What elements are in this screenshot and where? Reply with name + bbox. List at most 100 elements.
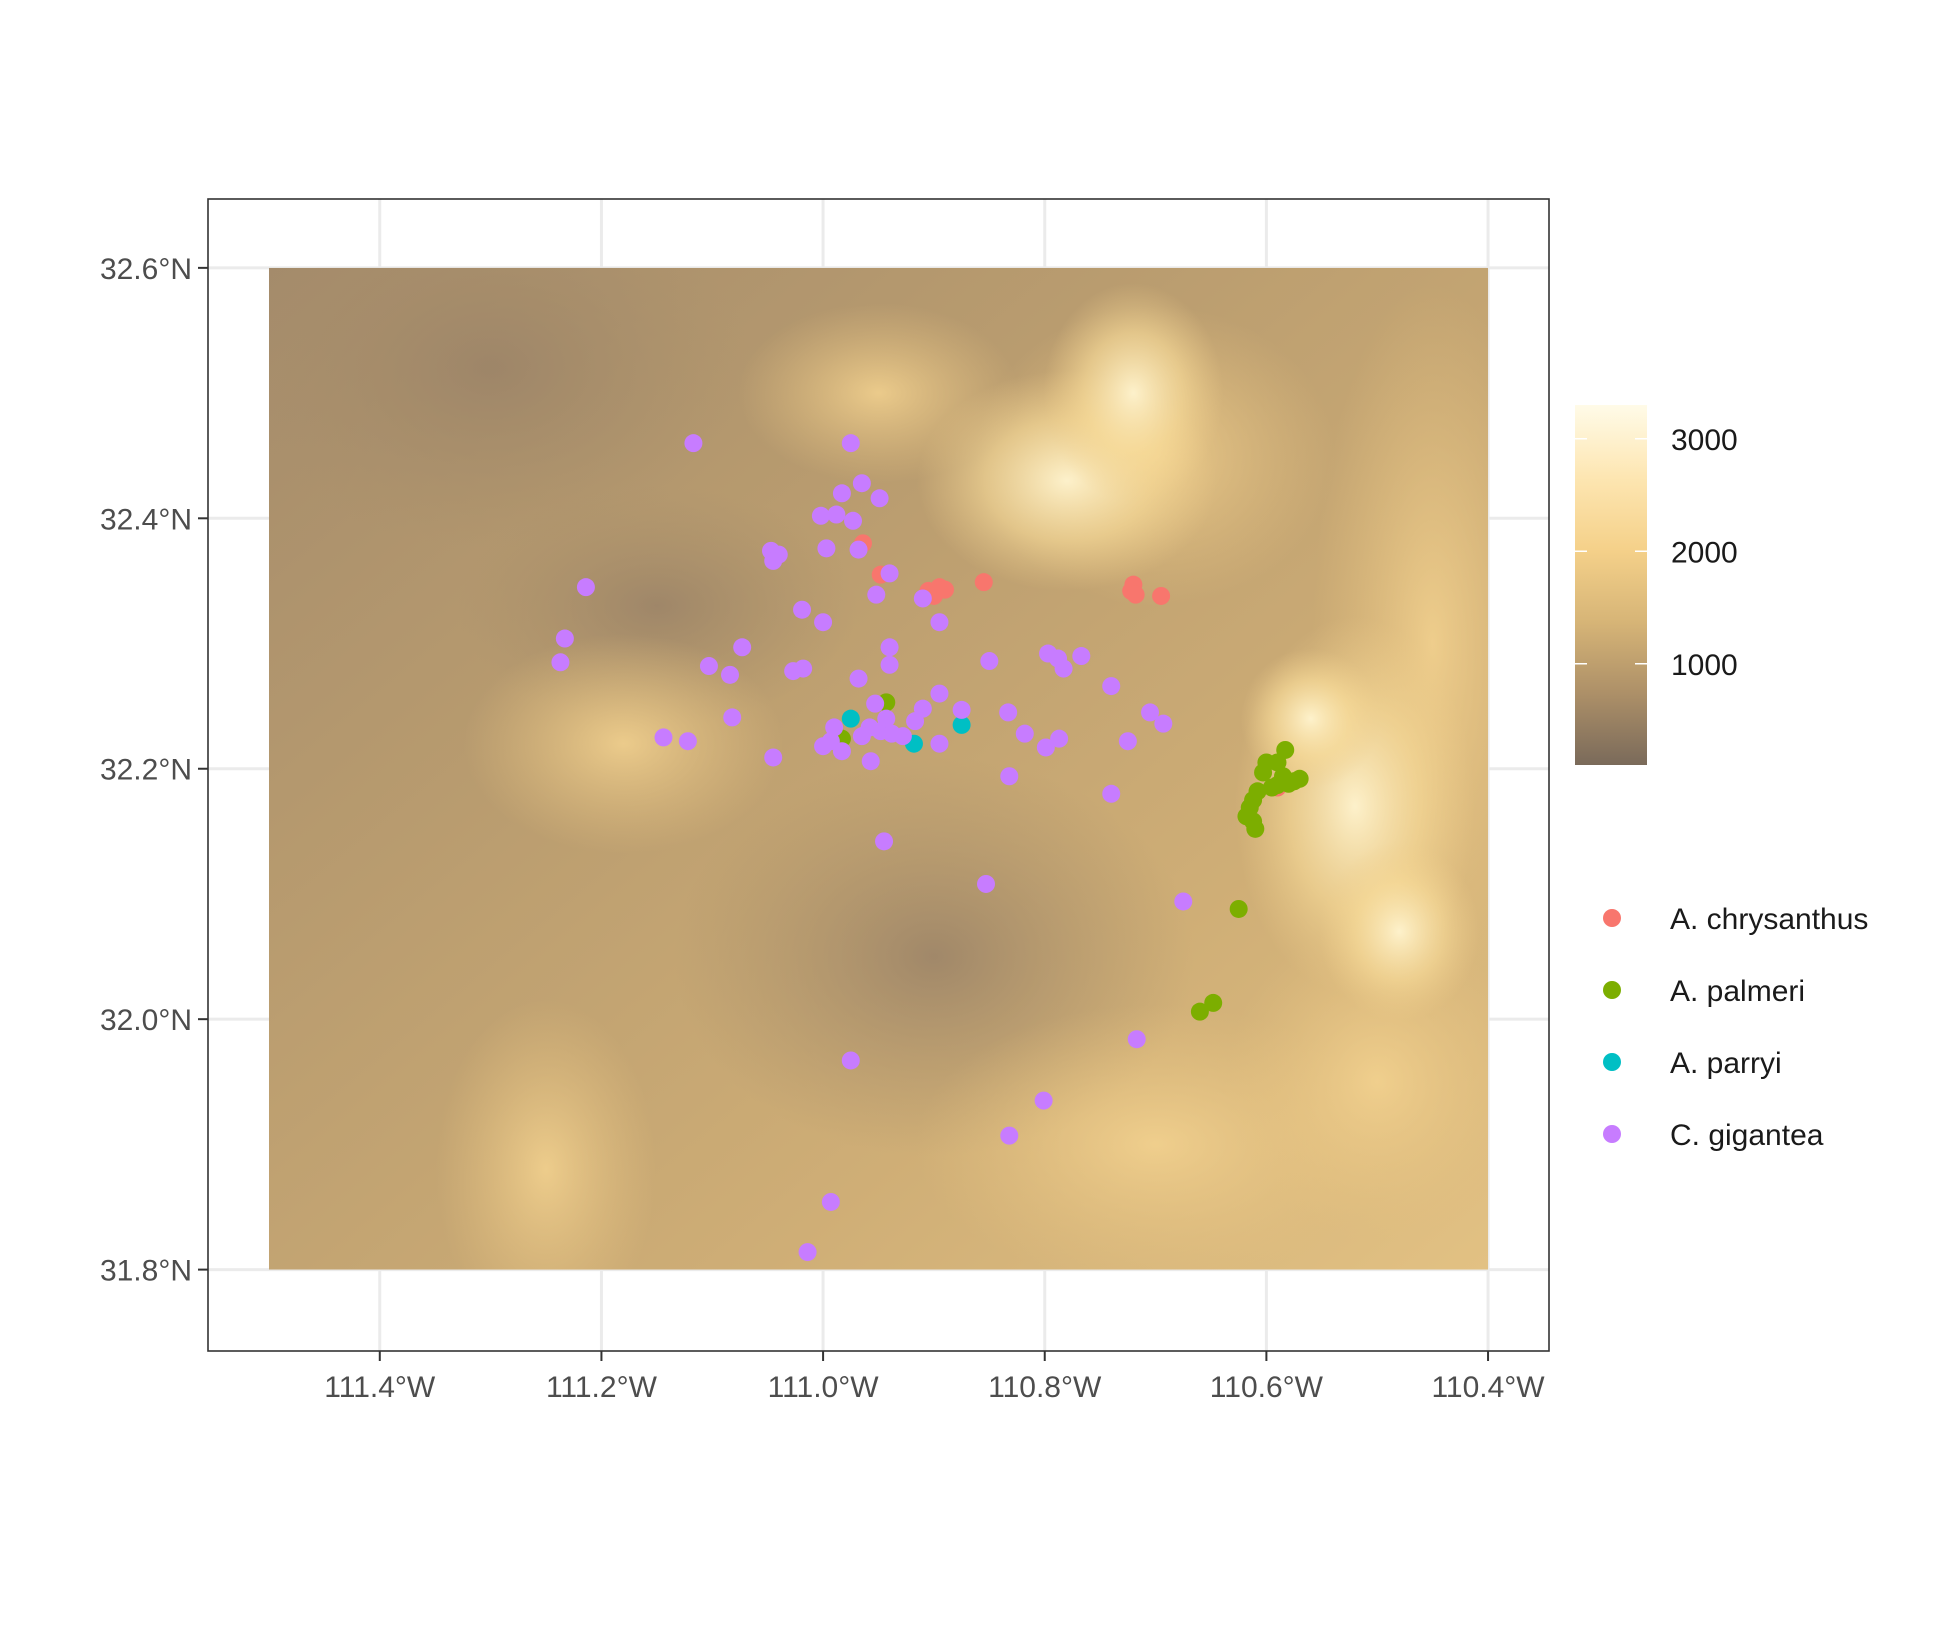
occurrence-point [1000,1126,1019,1145]
occurrence-points [551,434,1309,1262]
occurrence-point [906,712,925,731]
terrain-peak [1319,841,1480,1022]
occurrence-point [678,732,697,751]
series-a-parryi [841,709,971,753]
map-panel [207,198,1550,1352]
occurrence-point [794,659,813,678]
occurrence-point [852,474,871,493]
y-axis: 32.6°N 32.4°N 32.2°N 32.0°N 31.8°N [100,253,208,1288]
terrain-hill [463,633,784,854]
occurrence-point [1126,585,1145,604]
occurrence-point [930,613,949,632]
colorbar-gradient [1575,405,1647,765]
occurrence-point [952,700,971,719]
terrain-hill [436,999,656,1270]
occurrence-point [1229,899,1248,918]
legend-label: A. chrysanthus [1670,903,1868,936]
legend-label: C. gigantea [1670,1119,1824,1152]
legend-label: A. parryi [1670,1047,1782,1080]
occurrence-point [699,657,718,676]
occurrence-point [875,832,894,851]
occurrence-point [1054,659,1073,678]
y-tick-label: 32.0°N [100,1004,192,1037]
occurrence-point [935,580,954,599]
x-axis: 111.4°W 111.2°W 111.0°W 110.8°W 110.6°W 110.4… [324,1351,1545,1404]
occurrence-point [793,600,812,619]
occurrence-point [720,665,739,684]
occurrence-point [861,752,880,771]
occurrence-point [913,589,932,608]
occurrence-point [974,573,993,592]
occurrence-point [841,709,860,728]
y-tick-label: 32.4°N [100,503,192,536]
occurrence-point [684,434,703,453]
occurrence-point [817,539,836,558]
occurrence-point [844,511,863,530]
occurrence-point [1000,767,1019,786]
occurrence-point [832,484,851,503]
occurrence-point [832,742,851,761]
terrain-peak [1043,283,1224,504]
occurrence-point [977,874,996,893]
occurrence-point [866,694,885,713]
panel-border [207,198,1550,1352]
legend-label: A. palmeri [1670,975,1805,1008]
occurrence-point [825,718,844,737]
y-tick-label: 32.2°N [100,754,192,787]
occurrence-point [723,708,742,727]
terrain-low [268,267,751,548]
species-legend: A. chrysanthus A. palmeri A. parryi C. giga… [1603,903,1868,1152]
colorbar-label: 2000 [1671,536,1738,569]
legend-key [1603,1053,1621,1071]
legend-key [1603,1125,1621,1143]
occurrence-point [870,489,889,508]
occurrence-point [841,1051,860,1070]
colorbar-label: 1000 [1671,649,1738,682]
x-tick-label: 111.0°W [768,1371,880,1404]
occurrence-point [930,734,949,753]
occurrence-point [1254,763,1273,782]
occurrence-point [733,638,752,657]
occurrence-point [576,578,595,597]
legend-key [1603,981,1621,999]
occurrence-point [1036,738,1055,757]
occurrence-point [1174,892,1193,911]
occurrence-point [1118,732,1137,751]
occurrence-point [893,727,912,746]
occurrence-point [1154,714,1173,733]
occurrence-point [999,703,1018,722]
x-tick-label: 111.2°W [546,1371,658,1404]
x-tick-label: 110.6°W [1210,1371,1324,1404]
occurrence-point [880,655,899,674]
occurrence-point [1072,647,1091,666]
y-tick-label: 31.8°N [100,1255,192,1288]
occurrence-point [814,737,833,756]
elevation-raster [268,267,1489,1270]
legend-key [1603,909,1621,927]
x-tick-label: 110.8°W [988,1371,1102,1404]
occurrence-point [1127,1030,1146,1049]
occurrence-point [555,629,574,648]
occurrence-point [849,540,868,559]
occurrence-point [880,564,899,583]
occurrence-point [1034,1091,1053,1110]
occurrence-point [1141,703,1160,722]
occurrence-point [880,638,899,657]
series-a-palmeri [832,693,1309,1021]
occurrence-point [852,727,871,746]
x-tick-label: 110.4°W [1431,1371,1545,1404]
occurrence-point [980,652,999,671]
occurrence-point [1262,778,1281,797]
occurrence-point [811,506,830,525]
series-c-gigantea [551,434,1193,1262]
occurrence-point [1102,784,1121,803]
occurrence-point [1190,1002,1209,1021]
occurrence-point [1050,729,1069,748]
occurrence-point [814,613,833,632]
occurrence-point [952,715,971,734]
occurrence-point [1204,993,1223,1012]
occurrence-point [867,585,886,604]
occurrence-point [654,728,673,747]
x-tick-label: 111.4°W [324,1371,436,1404]
occurrence-point [841,434,860,453]
